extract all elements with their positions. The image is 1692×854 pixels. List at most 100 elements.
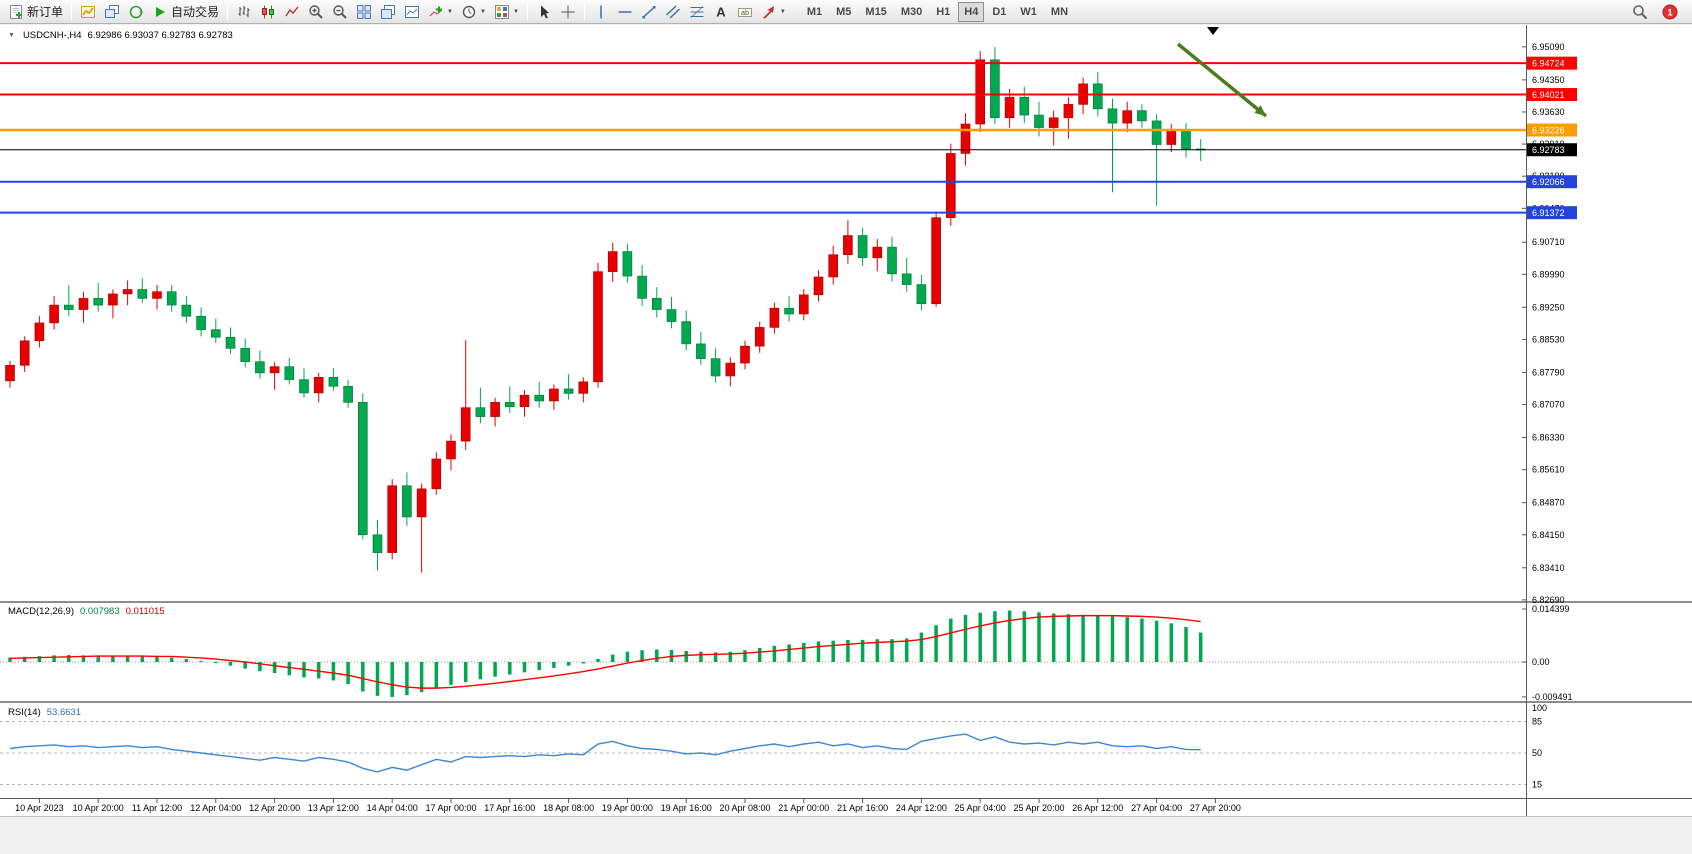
svg-text:6.85610: 6.85610 [1532, 465, 1565, 475]
new-chart-button[interactable] [76, 1, 100, 23]
svg-text:6.94350: 6.94350 [1532, 75, 1565, 85]
timeframe-M1[interactable]: M1 [801, 2, 828, 22]
rsi-value: 53.6631 [46, 707, 82, 718]
tile-windows-button[interactable] [352, 1, 376, 23]
timeframe-M5[interactable]: M5 [830, 2, 857, 22]
candle-body [710, 358, 721, 377]
candle-body [328, 377, 339, 387]
text-tool-button[interactable]: A [709, 1, 733, 23]
svg-text:20 Apr 08:00: 20 Apr 08:00 [719, 803, 770, 813]
crosshair-tool-button[interactable] [556, 1, 580, 23]
svg-text:17 Apr 00:00: 17 Apr 00:00 [425, 803, 476, 813]
candle-body [284, 366, 295, 380]
candle-body [490, 402, 500, 417]
svg-text:27 Apr 20:00: 27 Apr 20:00 [1190, 803, 1241, 813]
timeframe-D1[interactable]: D1 [986, 2, 1012, 22]
indicators-button[interactable]: ▼ [424, 1, 457, 23]
time-axis[interactable]: 10 Apr 2023 10 Apr 20:00 11 Apr 12:00 12 Ap… [15, 799, 1241, 813]
zoom-in-icon [308, 4, 324, 20]
zoom-out-button[interactable] [328, 1, 352, 23]
candle-body [1137, 110, 1147, 122]
notification-count: 1 [1667, 7, 1673, 18]
zoom-in-button[interactable] [304, 1, 328, 23]
svg-text:15: 15 [1532, 780, 1542, 790]
notification-button[interactable]: 1 [1658, 1, 1682, 23]
candle-body [681, 321, 692, 345]
trendline-tool-button[interactable] [637, 1, 661, 23]
autotrading-button[interactable]: 自动交易 [148, 1, 223, 23]
dropdown-caret: ▼ [512, 8, 519, 15]
zoom-out-icon [332, 4, 348, 20]
periods-button[interactable]: ▼ [457, 1, 490, 23]
macd-main-value: 0.007983 [80, 606, 120, 617]
svg-text:85: 85 [1532, 717, 1542, 727]
cascade-windows-button[interactable] [376, 1, 400, 23]
candle-body [990, 59, 1000, 119]
toolbar-separator [583, 3, 585, 20]
chart-shift-marker[interactable] [1207, 27, 1219, 35]
timeframe-M15[interactable]: M15 [859, 2, 892, 22]
cursor-tool-button[interactable] [532, 1, 556, 23]
svg-text:6.86330: 6.86330 [1532, 433, 1565, 443]
candlestick-chart-button[interactable] [256, 1, 280, 23]
timeframe-W1[interactable]: W1 [1014, 2, 1043, 22]
channel-tool-button[interactable] [661, 1, 685, 23]
candle-body [240, 348, 250, 363]
text-icon: A [713, 4, 729, 20]
candle-body [166, 291, 177, 306]
toolbar-separator [71, 3, 73, 20]
search-button[interactable] [1628, 1, 1652, 23]
candle-body [431, 458, 442, 490]
svg-text:6.90710: 6.90710 [1532, 237, 1565, 247]
indicators-icon [428, 4, 444, 20]
candle-body [1093, 83, 1103, 110]
bar-chart-icon [236, 4, 252, 20]
candle-body [49, 304, 59, 324]
fibonacci-tool-button[interactable] [685, 1, 709, 23]
candle-body [813, 276, 824, 296]
candle-body [255, 361, 265, 374]
candle-body [181, 304, 192, 317]
periods-icon [461, 4, 477, 20]
one-click-trading-arrow[interactable]: ▼ [8, 32, 15, 39]
toolbar-separator [526, 3, 528, 20]
timeframe-H1[interactable]: H1 [930, 2, 956, 22]
profiles-button[interactable] [100, 1, 124, 23]
candle-body [945, 153, 956, 218]
candle-body [651, 298, 662, 310]
line-chart-button[interactable] [280, 1, 304, 23]
rsi-line [9, 733, 1201, 773]
svg-text:6.87790: 6.87790 [1532, 367, 1565, 377]
macd-name: MACD(12,26,9) [8, 606, 74, 617]
arrow-tool-icon [761, 4, 777, 20]
svg-text:19 Apr 16:00: 19 Apr 16:00 [661, 803, 712, 813]
bar-chart-button[interactable] [232, 1, 256, 23]
svg-text:11 Apr 12:00: 11 Apr 12:00 [132, 803, 182, 813]
candle-body [402, 485, 412, 518]
vertical-line-tool-button[interactable] [589, 1, 613, 23]
new-order-button[interactable]: 新订单 [4, 1, 67, 23]
svg-text:24 Apr 12:00: 24 Apr 12:00 [896, 803, 947, 813]
candle-body [754, 327, 765, 347]
svg-text:6.93630: 6.93630 [1532, 107, 1565, 117]
svg-text:25 Apr 20:00: 25 Apr 20:00 [1013, 803, 1064, 813]
timeframe-H4[interactable]: H4 [958, 1, 985, 22]
timeframe-MN[interactable]: MN [1045, 2, 1074, 22]
arrow-objects-button[interactable]: ▼ [757, 1, 790, 23]
crosshair-icon [560, 4, 576, 20]
svg-text:6.92066: 6.92066 [1532, 177, 1565, 187]
trend-arrow-annotation[interactable] [1176, 42, 1268, 118]
candle-body [64, 304, 74, 310]
label-tool-button[interactable]: ab [733, 1, 757, 23]
arrange-windows-button[interactable] [400, 1, 424, 23]
candle-body [901, 273, 912, 285]
candle-body [534, 394, 545, 402]
new-chart-icon [80, 4, 96, 20]
navigator-button[interactable] [124, 1, 148, 23]
horizontal-line-tool-button[interactable] [613, 1, 637, 23]
line-chart-icon [284, 4, 300, 20]
timeframe-M30[interactable]: M30 [895, 2, 928, 22]
templates-button[interactable]: ▼ [490, 1, 523, 23]
